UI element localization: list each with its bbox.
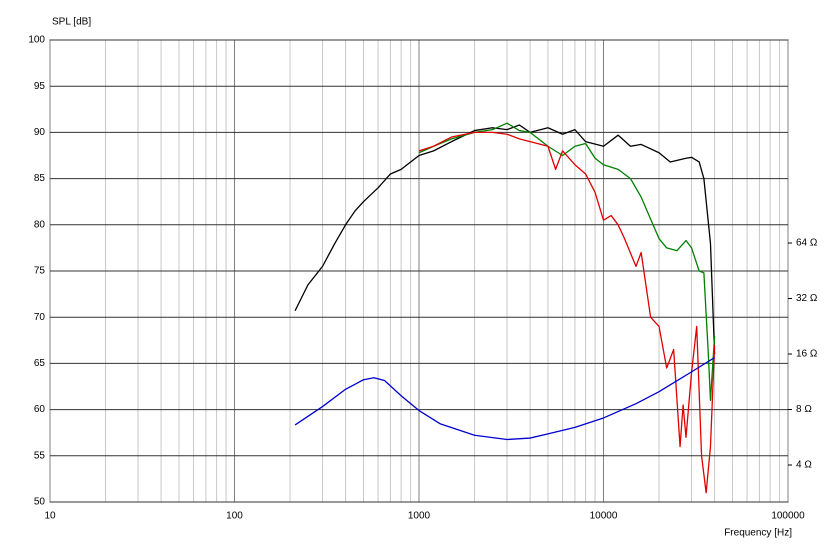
- x-tick-label: 1000: [408, 511, 431, 522]
- y2-tick-label: 4 Ω: [796, 460, 812, 471]
- x-tick-label: 10: [44, 511, 56, 522]
- series-line: [418, 122, 716, 402]
- y-tick-label: 55: [34, 450, 46, 461]
- y-tick-label: 95: [34, 81, 46, 92]
- y-tick-label: 70: [34, 312, 46, 323]
- y-tick-label: 85: [34, 173, 46, 184]
- x-tick-label: 100: [226, 511, 243, 522]
- x-tick-label: 100000: [771, 511, 805, 522]
- x-tick-label: 10000: [590, 511, 618, 522]
- y2-tick-label: 64 Ω: [796, 238, 818, 249]
- y-tick-label: 80: [34, 219, 46, 230]
- y2-tick-label: 8 Ω: [796, 404, 812, 415]
- y-tick-label: 65: [34, 358, 46, 369]
- series-line: [294, 124, 716, 355]
- y-tick-label: 50: [34, 497, 46, 508]
- y-tick-label: 100: [28, 35, 45, 46]
- y-tick-label: 75: [34, 266, 46, 277]
- series-line: [418, 131, 716, 494]
- series-line: [294, 357, 715, 441]
- y-axis-label: SPL [dB]: [52, 17, 91, 28]
- x-axis-label: Frequency [Hz]: [724, 528, 792, 539]
- y2-tick-label: 16 Ω: [796, 349, 818, 360]
- y-tick-label: 60: [34, 404, 46, 415]
- y2-tick-label: 32 Ω: [796, 293, 818, 304]
- y-tick-label: 90: [34, 127, 46, 138]
